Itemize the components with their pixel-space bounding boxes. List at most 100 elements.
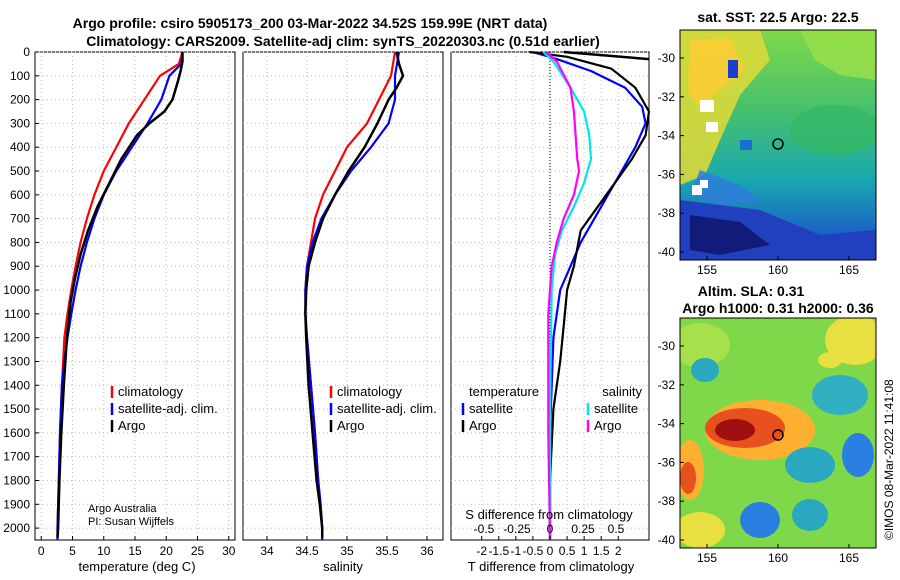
temperature-xlabel: temperature (deg C)	[78, 559, 195, 574]
x-top-tick-label: -0.25	[503, 522, 531, 536]
x-tick-label: 0	[38, 544, 45, 558]
series-argo	[56, 52, 184, 538]
x-tick-label: -2	[476, 544, 487, 558]
y-tick-label: 1400	[3, 378, 30, 392]
x-tick-label: -1	[511, 544, 522, 558]
y-tick-label: 1500	[3, 402, 30, 416]
profile-series	[56, 50, 651, 541]
x-tick-label: 0.5	[559, 544, 576, 558]
sla-map-title-1: Altim. SLA: 0.31	[698, 283, 805, 299]
grid-lines	[35, 51, 649, 540]
y-tick-label: 1900	[3, 497, 30, 511]
axis-ticks: 0 5 10 15 20 25 30 34 34.5 35 35.5 36 -2 -1.5 -1 -0.5 0 0…	[3, 45, 624, 558]
y-tick-label: 1000	[3, 283, 30, 297]
map-lon-label: 160	[768, 551, 788, 565]
map-lat-label: -34	[658, 417, 676, 431]
map-lat-label: -32	[658, 378, 676, 392]
title-line-1: Argo profile: csiro 5905173_200 03-Mar-2…	[73, 15, 548, 31]
map-lon-label: 165	[839, 551, 859, 565]
credit-line-2: PI: Susan Wijffels	[88, 516, 174, 528]
x-tick-label: -1.5	[488, 544, 509, 558]
x-tick-label: -0.5	[523, 544, 544, 558]
x-tick-label: 1	[581, 544, 588, 558]
y-tick-label: 500	[10, 164, 30, 178]
map-lat-label: -36	[658, 167, 676, 181]
y-tick-label: 0	[23, 45, 30, 59]
x-tick-label: 30	[222, 544, 236, 558]
credit-line-1: Argo Australia	[88, 503, 157, 515]
y-tick-label: 300	[10, 116, 30, 130]
map-lat-label: -30	[658, 339, 676, 353]
legend-label-argo: Argo	[118, 418, 145, 433]
x-tick-label: 10	[97, 544, 111, 558]
title-line-2: Climatology: CARS2009. Satellite-adj cli…	[86, 33, 600, 49]
x-tick-label: 5	[69, 544, 76, 558]
x-tick-label: 2	[615, 544, 622, 558]
map-lat-label: -36	[658, 455, 676, 469]
timestamp: ©IMOS 08-Mar-2022 11:41:08	[882, 379, 896, 540]
y-tick-label: 1600	[3, 426, 30, 440]
y-tick-label: 1200	[3, 331, 30, 345]
sla-map	[679, 317, 877, 549]
series-salinity-argo	[545, 51, 581, 541]
sst-map-ticks: 155 160 165 -30 -32 -34 -36 -38 -40	[658, 51, 860, 277]
sst-map	[679, 29, 877, 261]
sst-map-title: sat. SST: 22.5 Argo: 22.5	[697, 9, 859, 25]
legend-label-climatology: climatology	[118, 384, 184, 399]
map-lat-label: -40	[658, 533, 676, 547]
series-argo	[304, 51, 405, 538]
legend-label-sal-argo: Argo	[594, 418, 621, 433]
map-lon-label: 160	[768, 263, 788, 277]
x-top-tick-label: 0	[547, 522, 554, 536]
y-tick-label: 1800	[3, 473, 30, 487]
x-tick-label: 0	[547, 544, 554, 558]
y-tick-label: 200	[10, 93, 30, 107]
difference-legend: temperature satellite Argo salinity sate…	[461, 384, 642, 433]
y-tick-label: 1300	[3, 354, 30, 368]
difference-xlabel: T difference from climatology	[468, 559, 635, 574]
x-tick-label: 20	[160, 544, 174, 558]
x-tick-label: 15	[128, 544, 142, 558]
legend-label-satellite: satellite-adj. clim.	[337, 401, 437, 416]
y-tick-label: 400	[10, 140, 30, 154]
y-tick-label: 700	[10, 212, 30, 226]
legend-header-salinity: salinity	[602, 384, 642, 399]
legend-label-sal-satellite: satellite	[594, 401, 638, 416]
map-lon-label: 155	[697, 551, 717, 565]
map-lat-label: -34	[658, 129, 676, 143]
series-satellite-adj-clim-	[56, 51, 184, 540]
legend-label-climatology: climatology	[337, 384, 403, 399]
x-top-tick-label: 0.5	[608, 522, 625, 536]
y-tick-label: 2000	[3, 521, 30, 535]
sst-float-marker	[772, 138, 784, 150]
x-tick-label: 25	[191, 544, 205, 558]
x-tick-label: 35.5	[375, 544, 399, 558]
legend-label-temp-satellite: satellite	[469, 401, 513, 416]
map-lon-label: 155	[697, 263, 717, 277]
map-lat-label: -38	[658, 206, 676, 220]
y-tick-label: 900	[10, 259, 30, 273]
legend-header-temperature: temperature	[469, 384, 539, 399]
sla-map-title-2: Argo h1000: 0.31 h2000: 0.36	[682, 300, 874, 316]
x-tick-label: 35	[340, 544, 354, 558]
x-tick-label: 34.5	[295, 544, 319, 558]
map-lat-label: -38	[658, 494, 676, 508]
sla-float-marker	[772, 429, 784, 441]
salinity-xlabel: salinity	[323, 559, 363, 574]
y-tick-label: 800	[10, 235, 30, 249]
salinity-axes	[242, 51, 444, 541]
map-lat-label: -30	[658, 51, 676, 65]
x-top-tick-label: 0.25	[571, 522, 595, 536]
legend-label-satellite: satellite-adj. clim.	[118, 401, 218, 416]
y-tick-label: 100	[10, 69, 30, 83]
y-tick-label: 1700	[3, 450, 30, 464]
sla-map-ticks: 155 160 165 -30 -32 -34 -36 -38 -40	[658, 339, 860, 565]
series-satellite-adj-clim-	[304, 51, 401, 540]
series-temperature-argo	[529, 50, 651, 540]
salinity-legend: climatology satellite-adj. clim. Argo	[329, 384, 437, 433]
difference-xlabel-top: S difference from climatology	[465, 507, 633, 522]
series-argo-surface-spike	[563, 50, 650, 61]
legend-label-argo: Argo	[337, 418, 364, 433]
map-lat-label: -32	[658, 90, 676, 104]
